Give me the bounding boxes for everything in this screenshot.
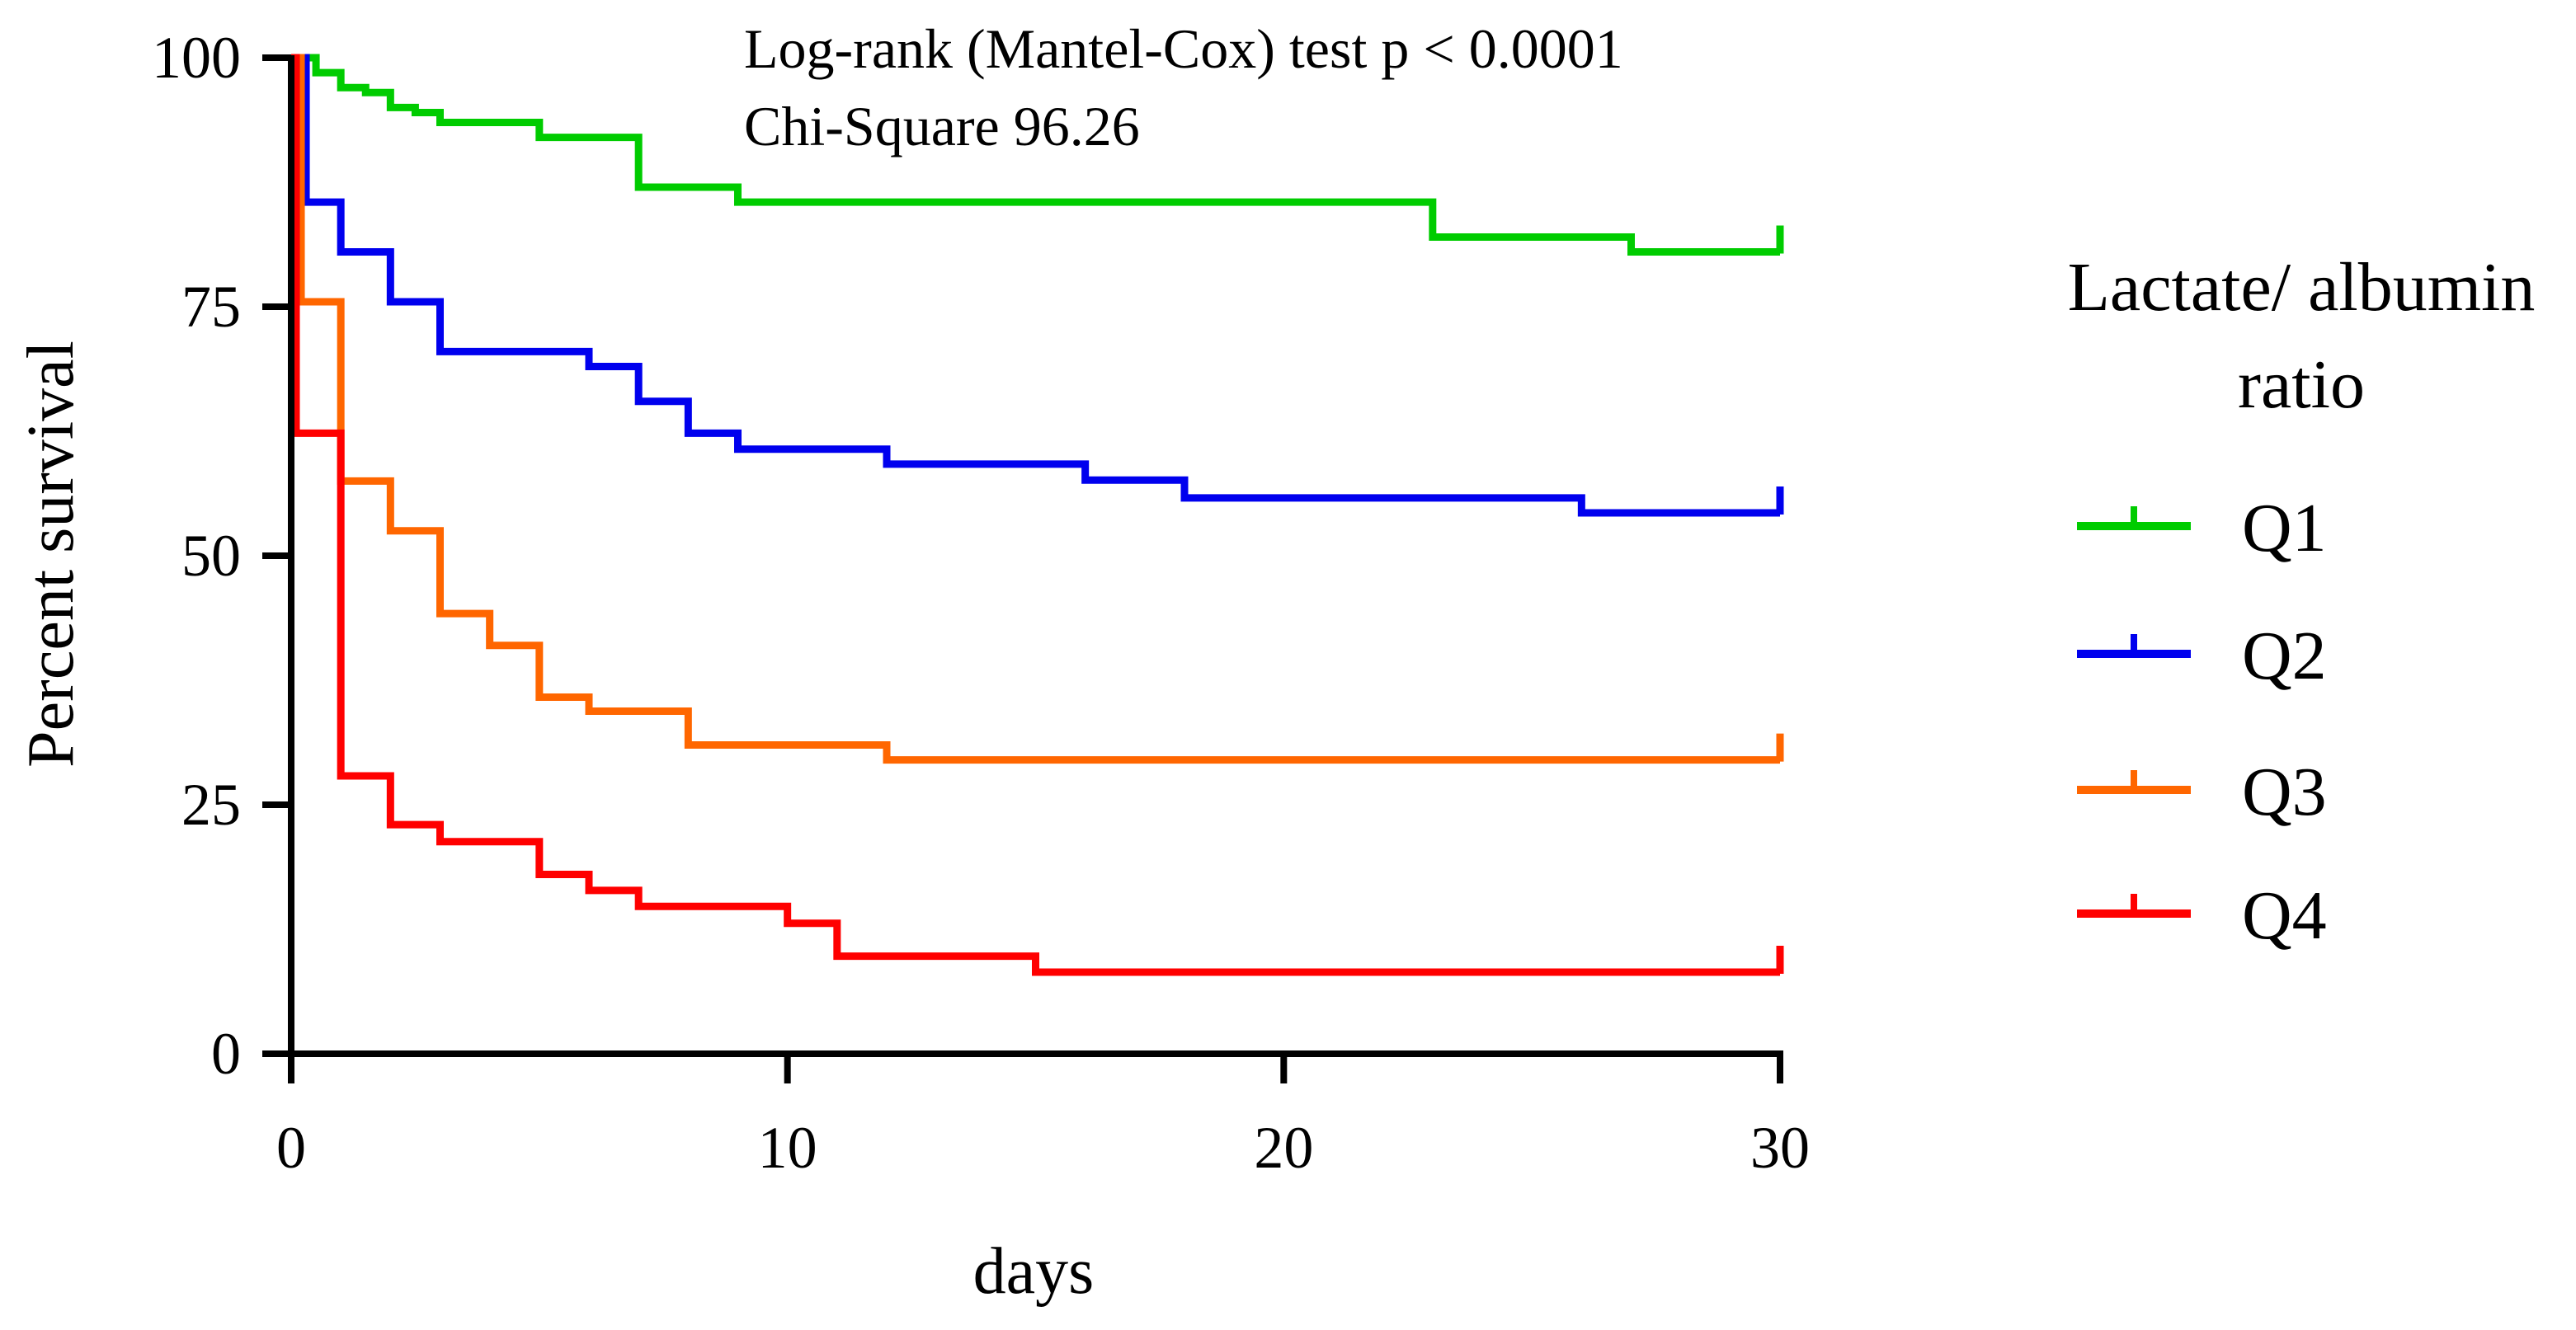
legend-item-q3: Q3 [2077, 754, 2327, 830]
series-line-q1 [291, 54, 1780, 256]
y-tick-label: 50 [181, 523, 241, 589]
x-tick-label: 10 [758, 1115, 817, 1181]
series-line-q3 [291, 54, 1780, 764]
legend-title-line1: Lactate/ albumin [2068, 249, 2536, 326]
legend-title-line2: ratio [2238, 346, 2365, 423]
y-ticks: 0 25 50 75 100 [152, 25, 291, 1087]
series-line-q2 [291, 54, 1780, 517]
y-axis-label: Percent survival [15, 341, 87, 768]
legend: Q1 Q2 Q3 Q4 [2077, 490, 2327, 954]
x-tick-label: 0 [276, 1115, 306, 1181]
y-tick-label: 25 [181, 772, 241, 838]
legend-label: Q2 [2242, 618, 2327, 694]
legend-label: Q4 [2242, 877, 2327, 954]
x-tick-label: 20 [1254, 1115, 1313, 1181]
legend-item-q4: Q4 [2077, 877, 2327, 954]
series-layer [291, 54, 1784, 976]
series-line-q4 [291, 54, 1780, 976]
legend-item-q2: Q2 [2077, 618, 2327, 694]
legend-label: Q1 [2242, 490, 2327, 566]
annotation-chi-square: Chi-Square 96.26 [744, 95, 1140, 157]
legend-label: Q3 [2242, 754, 2327, 830]
y-tick-label: 0 [211, 1021, 241, 1087]
x-axis-label: days [973, 1235, 1095, 1308]
x-tick-label: 30 [1750, 1115, 1810, 1181]
y-tick-label: 100 [152, 25, 241, 91]
x-ticks: 0 10 20 30 [276, 1054, 1810, 1181]
annotation-logrank: Log-rank (Mantel-Cox) test p < 0.0001 [744, 17, 1623, 80]
legend-item-q1: Q1 [2077, 490, 2327, 566]
y-tick-label: 75 [181, 274, 241, 340]
